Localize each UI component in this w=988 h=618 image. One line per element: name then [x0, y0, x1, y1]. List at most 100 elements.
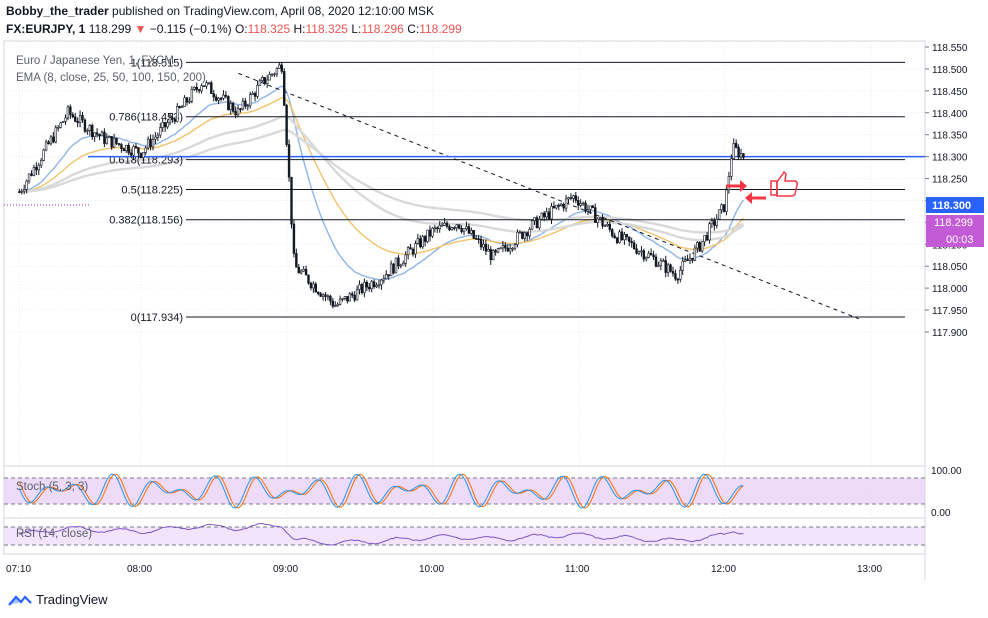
candle-body — [479, 238, 483, 248]
candle-body — [428, 229, 432, 237]
candle-body — [35, 166, 38, 171]
candle-body — [567, 197, 570, 200]
candle-body — [703, 235, 706, 243]
author-name[interactable]: Bobby_the_trader — [6, 4, 109, 18]
candle-body — [309, 282, 313, 289]
candle-body — [628, 236, 631, 242]
candle-body — [562, 203, 565, 209]
candle-body — [100, 131, 104, 137]
candle-body — [270, 73, 274, 76]
candle-body — [297, 266, 300, 274]
candle-body — [484, 243, 488, 252]
low-label: L: — [351, 22, 362, 36]
candle-body — [351, 293, 354, 296]
candle-body — [265, 79, 269, 84]
candle-body — [591, 205, 595, 208]
candle-body — [372, 281, 376, 288]
fib-level-label: 0.786(118.453) — [109, 112, 183, 124]
candle-body — [236, 108, 240, 116]
candle-body — [698, 242, 701, 252]
fib-level-label: 0(117.934) — [131, 312, 183, 324]
candle-body — [183, 97, 186, 107]
candle-body — [338, 298, 342, 305]
candle-body — [336, 304, 339, 307]
candle-body — [579, 203, 582, 206]
candle-body — [555, 204, 558, 209]
candle-body — [467, 226, 471, 234]
ema-150-line — [19, 128, 744, 234]
price-axis[interactable]: 118.550 118.500 118.450 118.400 118.350 118.3… — [925, 43, 968, 339]
candle-body — [601, 217, 604, 227]
candle-body — [117, 143, 121, 145]
candle-body — [166, 122, 169, 128]
candle-body — [465, 226, 468, 229]
trendline[interactable] — [238, 72, 860, 320]
tradingview-brand: TradingView — [36, 592, 108, 607]
candle-body — [57, 126, 60, 129]
candle-body — [472, 230, 475, 239]
candle-body — [547, 211, 551, 220]
candle-body — [144, 147, 147, 153]
candle-body — [528, 228, 531, 237]
candle-body — [205, 82, 208, 87]
candle-body — [268, 74, 271, 81]
hline-price-badge — [926, 197, 984, 213]
candle-body — [630, 241, 633, 244]
candle-body — [645, 256, 648, 260]
candle-body — [195, 86, 198, 90]
candle-body — [224, 94, 228, 97]
candle-body — [358, 284, 361, 290]
candle-body — [290, 176, 293, 225]
candle-body — [380, 279, 383, 286]
candle-body — [409, 247, 412, 250]
price-tick: 118.300 — [932, 153, 968, 164]
candle-body — [635, 248, 638, 254]
tradingview-footer[interactable]: TradingView — [8, 592, 108, 607]
candle-body — [44, 141, 48, 151]
candle-body — [387, 274, 390, 277]
candle-body — [727, 176, 731, 191]
candle-body — [450, 227, 454, 231]
candle-body — [86, 130, 89, 132]
candle-body — [239, 108, 242, 110]
candle-body — [81, 115, 84, 121]
candle-body — [307, 274, 310, 284]
candle-body — [389, 263, 393, 277]
countdown-text: 00:03 — [946, 234, 974, 246]
rsi-line — [19, 522, 744, 546]
time-axis[interactable]: 07:10 08:00 09:00 10:00 11:00 12:00 13:00 — [6, 564, 882, 575]
candle-body — [76, 121, 79, 124]
candle-body — [654, 256, 658, 267]
price-tick: 118.050 — [932, 262, 968, 273]
candle-body — [436, 227, 439, 230]
candle-body — [414, 243, 417, 255]
candle-body — [22, 189, 26, 192]
candle-body — [139, 152, 143, 158]
candle-body — [197, 89, 201, 92]
candle-body — [594, 207, 597, 223]
candle-body — [499, 247, 502, 250]
candle-body — [457, 224, 461, 229]
price-tick: 117.950 — [932, 306, 968, 317]
candle-body — [156, 134, 160, 138]
candle-body — [40, 159, 43, 166]
candle-body — [557, 204, 560, 207]
candle-body — [129, 152, 133, 156]
candle-body — [125, 144, 128, 152]
fibonacci-retracement[interactable]: 1(118.515) 0.786(118.453) 0.618(118.293) 0.… — [109, 57, 905, 324]
candle-body — [713, 220, 716, 226]
candle-body — [603, 225, 607, 227]
candle-body — [550, 205, 553, 220]
hline-price-text: 118.300 — [932, 200, 971, 212]
candle-body — [251, 93, 254, 95]
candle-body — [431, 227, 434, 237]
candle-body — [448, 226, 451, 231]
candle-body — [363, 281, 366, 293]
candle-body — [74, 116, 77, 122]
candle-body — [331, 300, 335, 307]
down-arrow-icon: ▼ — [134, 22, 147, 36]
candle-body — [314, 283, 317, 293]
candle-body — [317, 291, 320, 295]
candle-body — [586, 209, 590, 212]
